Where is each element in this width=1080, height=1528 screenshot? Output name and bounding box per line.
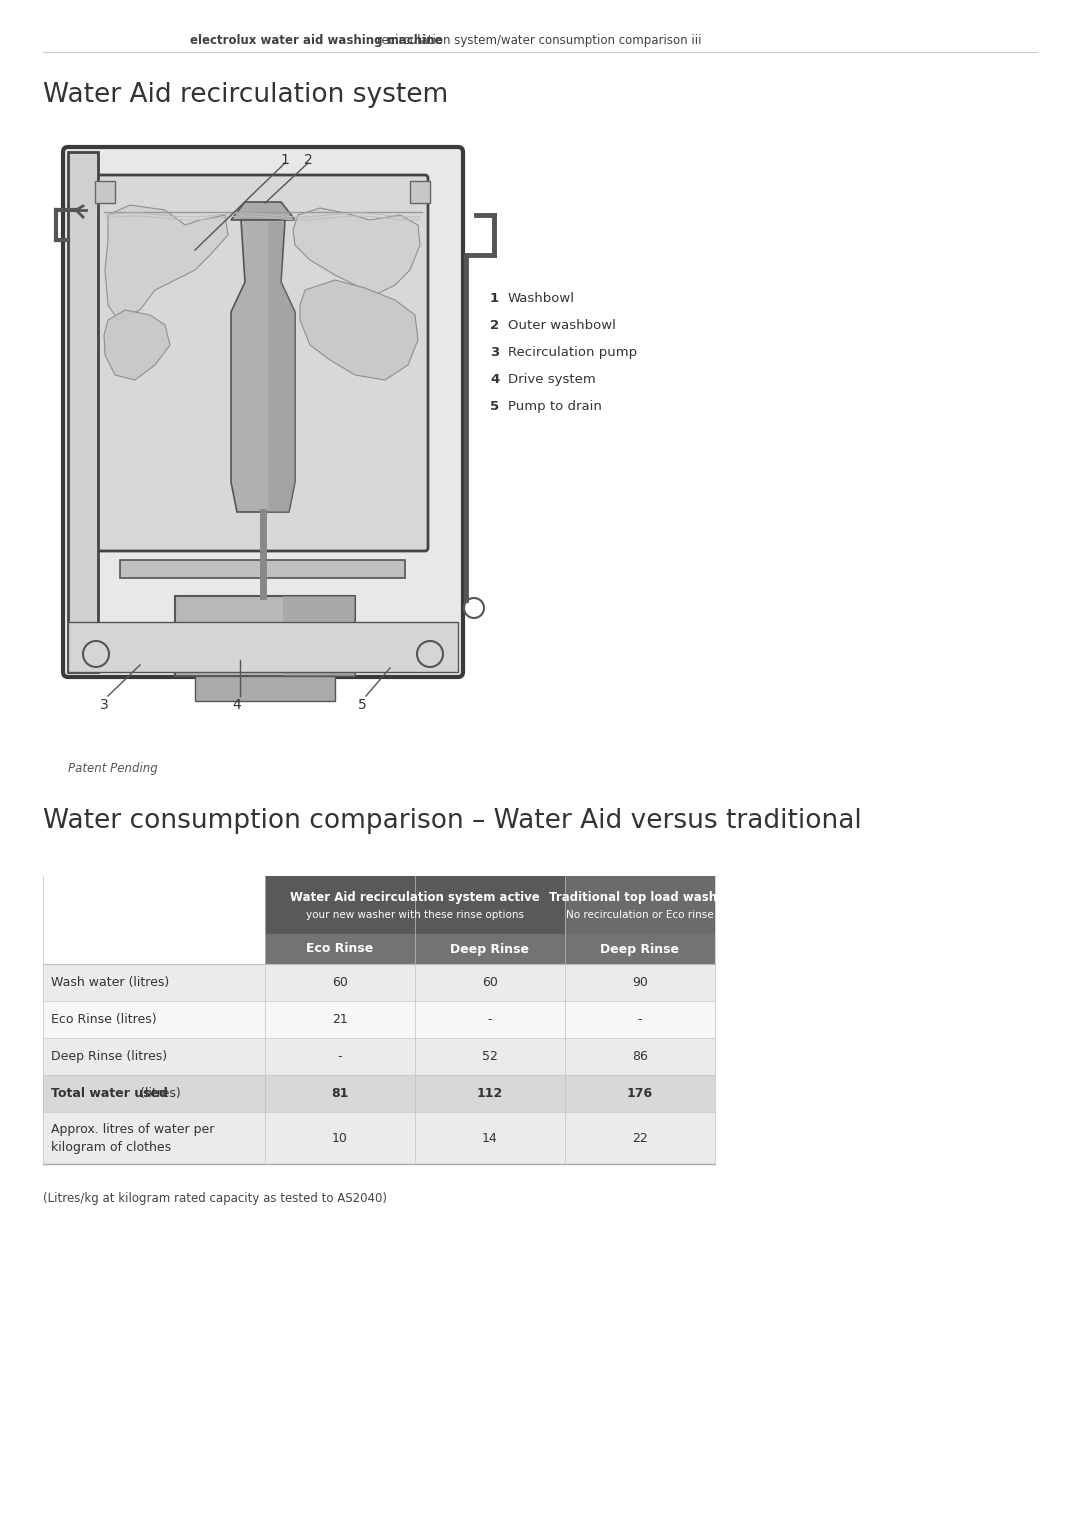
Text: Patent Pending: Patent Pending: [68, 762, 158, 775]
Text: recirculation system/water consumption comparison iii: recirculation system/water consumption c…: [373, 34, 702, 47]
Text: 112: 112: [477, 1086, 503, 1100]
Polygon shape: [293, 208, 420, 295]
Text: Deep Rinse (litres): Deep Rinse (litres): [51, 1050, 167, 1063]
Bar: [43, 1001, 715, 1038]
Bar: [43, 1112, 715, 1164]
Polygon shape: [104, 310, 170, 380]
Text: your new washer with these rinse options: your new washer with these rinse options: [306, 911, 524, 920]
Text: 10: 10: [332, 1132, 348, 1144]
Text: 14: 14: [482, 1132, 498, 1144]
Text: 22: 22: [632, 1132, 648, 1144]
Polygon shape: [231, 220, 295, 512]
Text: Water Aid recirculation system active: Water Aid recirculation system active: [291, 891, 540, 903]
Bar: [265, 934, 415, 964]
Text: 2: 2: [490, 319, 499, 332]
Text: Pump to drain: Pump to drain: [508, 400, 602, 413]
Text: electrolux water aid washing machine: electrolux water aid washing machine: [190, 34, 443, 47]
Text: 176: 176: [626, 1086, 653, 1100]
Bar: [410, 180, 430, 203]
Text: (litres): (litres): [136, 1086, 180, 1100]
Text: 81: 81: [332, 1086, 349, 1100]
Bar: [68, 151, 98, 672]
Bar: [265, 876, 565, 934]
Text: 90: 90: [632, 976, 648, 989]
Text: Eco Rinse (litres): Eco Rinse (litres): [51, 1013, 157, 1025]
Text: 3: 3: [490, 345, 499, 359]
Bar: [565, 876, 715, 934]
Polygon shape: [231, 202, 295, 220]
Text: Eco Rinse: Eco Rinse: [307, 943, 374, 955]
Text: kilogram of clothes: kilogram of clothes: [51, 1140, 171, 1154]
Bar: [43, 876, 265, 934]
Text: -: -: [488, 1013, 492, 1025]
Text: 5: 5: [490, 400, 499, 413]
Text: Total water used: Total water used: [51, 1086, 167, 1100]
Text: 2: 2: [303, 153, 312, 167]
Polygon shape: [300, 280, 418, 380]
Text: 4: 4: [490, 373, 499, 387]
Text: 52: 52: [482, 1050, 498, 1063]
Text: 4: 4: [232, 698, 241, 712]
Bar: [415, 934, 565, 964]
Bar: [43, 964, 715, 1001]
Text: 3: 3: [100, 698, 109, 712]
Bar: [195, 675, 335, 701]
Bar: [68, 622, 458, 672]
Bar: [120, 559, 405, 578]
Text: Approx. litres of water per: Approx. litres of water per: [51, 1123, 214, 1135]
Text: 60: 60: [332, 976, 348, 989]
Text: Drive system: Drive system: [508, 373, 596, 387]
Text: Washbowl: Washbowl: [508, 292, 575, 306]
Bar: [283, 596, 355, 675]
Text: 5: 5: [357, 698, 367, 712]
Text: Water Aid recirculation system: Water Aid recirculation system: [43, 83, 448, 108]
Text: 1: 1: [281, 153, 289, 167]
FancyBboxPatch shape: [97, 176, 428, 552]
Text: Deep Rinse: Deep Rinse: [600, 943, 679, 955]
Text: Water consumption comparison – Water Aid versus traditional: Water consumption comparison – Water Aid…: [43, 808, 862, 834]
Text: -: -: [338, 1050, 342, 1063]
Text: Deep Rinse: Deep Rinse: [450, 943, 529, 955]
Text: 86: 86: [632, 1050, 648, 1063]
Bar: [565, 934, 715, 964]
Text: Traditional top load washer: Traditional top load washer: [549, 891, 731, 903]
Text: No recirculation or Eco rinse: No recirculation or Eco rinse: [566, 911, 714, 920]
Text: (Litres/kg at kilogram rated capacity as tested to AS2040): (Litres/kg at kilogram rated capacity as…: [43, 1192, 387, 1206]
Text: 60: 60: [482, 976, 498, 989]
Bar: [43, 934, 265, 964]
Text: Outer washbowl: Outer washbowl: [508, 319, 616, 332]
FancyBboxPatch shape: [63, 147, 463, 677]
Text: Wash water (litres): Wash water (litres): [51, 976, 170, 989]
Text: 1: 1: [490, 292, 499, 306]
Bar: [43, 1038, 715, 1076]
Bar: [95, 180, 114, 203]
Text: -: -: [638, 1013, 643, 1025]
Bar: [175, 596, 355, 675]
Polygon shape: [268, 222, 295, 512]
Text: 21: 21: [333, 1013, 348, 1025]
Text: Recirculation pump: Recirculation pump: [508, 345, 637, 359]
Polygon shape: [105, 205, 228, 319]
Bar: [43, 1076, 715, 1112]
